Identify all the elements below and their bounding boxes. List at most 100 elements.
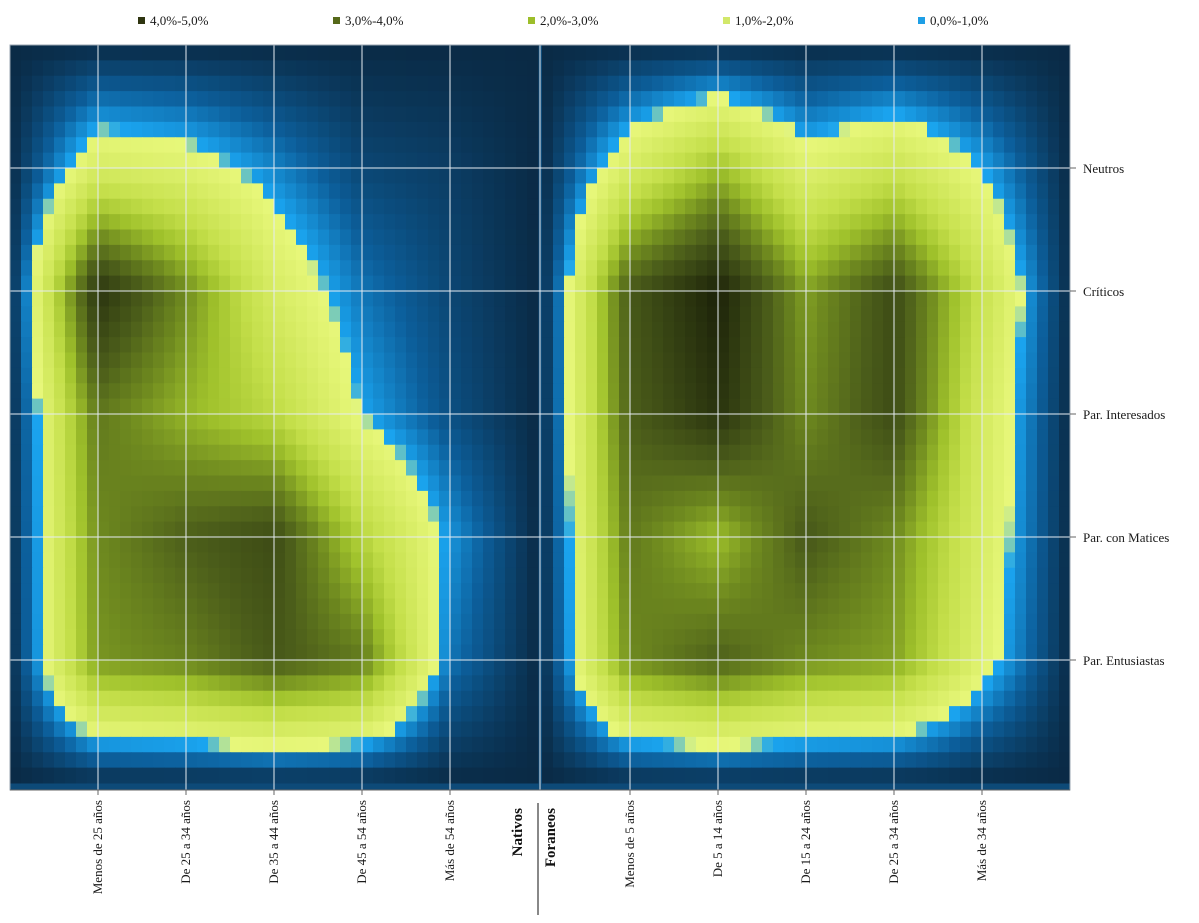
contour-cell — [527, 490, 539, 507]
contour-cell — [1026, 736, 1038, 753]
contour-cell — [619, 275, 631, 292]
contour-cell — [762, 337, 774, 353]
contour-cell — [927, 429, 939, 446]
contour-cell — [740, 490, 752, 507]
contour-cell — [406, 444, 418, 461]
contour-cell — [1004, 736, 1016, 753]
contour-cell — [318, 613, 330, 630]
contour-cell — [806, 506, 818, 523]
contour-cell — [241, 521, 253, 538]
contour-cell — [76, 521, 88, 538]
contour-cell — [10, 275, 22, 292]
contour-cell — [938, 337, 950, 353]
contour-cell — [329, 767, 341, 784]
contour-cell — [274, 229, 286, 246]
contour-cell — [329, 306, 341, 323]
contour-cell — [516, 690, 528, 707]
contour-cell — [197, 275, 209, 292]
contour-cell — [696, 244, 708, 261]
contour-cell — [1037, 337, 1049, 353]
contour-cell — [43, 198, 55, 215]
contour-cell — [630, 490, 642, 507]
contour-cell — [586, 490, 598, 507]
contour-cell — [230, 106, 242, 123]
contour-cell — [619, 367, 631, 384]
contour-cell — [971, 506, 983, 523]
contour-cell — [241, 644, 253, 661]
contour-cell — [76, 598, 88, 615]
contour-cell — [76, 767, 88, 784]
contour-cell — [505, 121, 517, 138]
contour-cell — [597, 168, 609, 184]
contour-cell — [762, 660, 774, 676]
contour-cell — [527, 367, 539, 384]
contour-cell — [806, 214, 818, 230]
contour-cell — [54, 644, 66, 661]
contour-cell — [252, 229, 264, 246]
contour-cell — [960, 567, 972, 584]
contour-cell — [318, 736, 330, 753]
contour-cell — [109, 537, 121, 553]
contour-cell — [795, 736, 807, 753]
contour-cell — [564, 306, 576, 323]
contour-cell — [230, 321, 242, 338]
contour-cell — [817, 214, 829, 230]
contour-cell — [153, 552, 165, 569]
contour-cell — [949, 214, 961, 230]
contour-cell — [120, 598, 132, 615]
contour-cell — [153, 398, 165, 415]
contour-cell — [960, 60, 972, 77]
contour-cell — [483, 106, 495, 123]
group-labels: Nativos Foraneos — [510, 803, 559, 915]
contour-cell — [373, 152, 385, 169]
contour-cell — [395, 183, 407, 200]
contour-cell — [263, 598, 275, 615]
contour-cell — [241, 552, 253, 569]
contour-cell — [608, 106, 620, 123]
contour-cell — [109, 168, 121, 184]
contour-cell — [329, 567, 341, 584]
contour-cell — [883, 660, 895, 676]
contour-cell — [21, 352, 33, 369]
contour-cell — [1015, 291, 1027, 307]
contour-cell — [252, 567, 264, 584]
contour-cell — [175, 275, 187, 292]
contour-cell — [1048, 629, 1060, 646]
contour-cell — [806, 521, 818, 538]
contour-cell — [472, 490, 484, 507]
contour-cell — [395, 414, 407, 430]
contour-cell — [120, 537, 132, 553]
contour-cell — [208, 291, 220, 307]
contour-cell — [43, 91, 55, 107]
contour-cell — [263, 168, 275, 184]
contour-cell — [98, 506, 110, 523]
contour-cell — [54, 260, 66, 277]
contour-cell — [439, 414, 451, 430]
contour-cell — [828, 291, 840, 307]
contour-cell — [872, 398, 884, 415]
contour-cell — [329, 260, 341, 277]
contour-cell — [707, 60, 719, 77]
contour-cell — [516, 260, 528, 277]
contour-cell — [1059, 706, 1071, 722]
contour-cell — [850, 583, 862, 599]
contour-cell — [483, 660, 495, 676]
contour-cell — [516, 152, 528, 169]
contour-cell — [674, 106, 686, 123]
contour-cell — [494, 537, 506, 553]
contour-cell — [54, 567, 66, 584]
contour-cell — [916, 352, 928, 369]
contour-cell — [751, 460, 763, 476]
contour-cell — [806, 121, 818, 138]
contour-cell — [230, 306, 242, 323]
contour-cell — [417, 583, 429, 599]
contour-cell — [795, 383, 807, 400]
contour-cell — [241, 490, 253, 507]
contour-cell — [927, 583, 939, 599]
contour-cell — [762, 306, 774, 323]
contour-cell — [1004, 60, 1016, 77]
contour-cell — [762, 106, 774, 123]
contour-cell — [553, 75, 565, 92]
contour-cell — [1048, 306, 1060, 323]
contour-cell — [894, 629, 906, 646]
